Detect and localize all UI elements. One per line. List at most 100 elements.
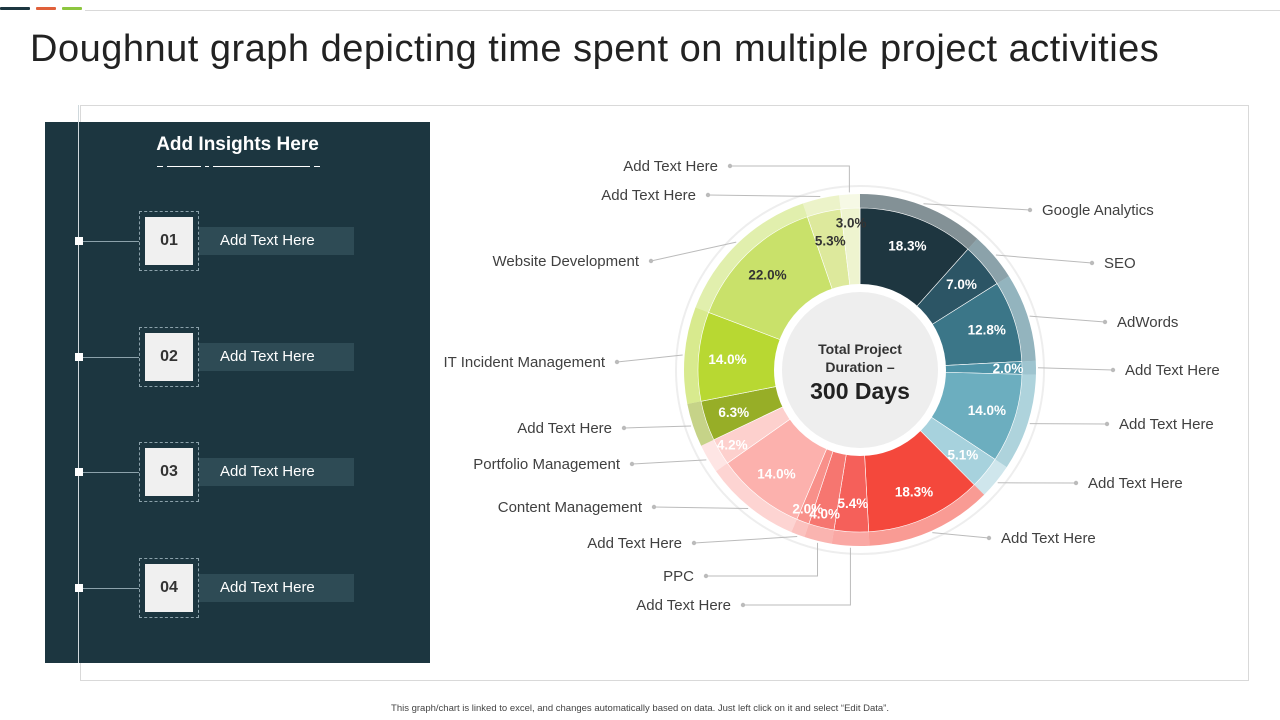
insight-number: 01 [145,217,193,265]
slice-value-label: 6.3% [718,405,749,420]
slice-category-label: Add Text Here [1119,416,1214,433]
insight-number: 02 [145,333,193,381]
slice-rim [802,195,841,217]
leader-dot [740,602,746,608]
slice-value-label: 14.0% [757,466,795,481]
leader-line [932,532,990,539]
slice-value-label: 4.2% [717,438,748,453]
insight-item-text[interactable]: Add Text Here [199,343,354,371]
accent-dark [0,7,30,10]
slice-value-label: 14.0% [708,352,746,367]
center-label-line2: Duration – [825,359,894,375]
leader-dot [705,192,711,198]
slice-value-label: 2.0% [993,361,1024,376]
leader-dot [648,258,654,264]
insight-number-box: 02 [139,327,199,387]
insight-item-text[interactable]: Add Text Here [199,574,354,602]
slice-rim [831,529,870,546]
leader-dot [629,461,635,467]
leader-dot [1027,207,1033,213]
leader-dot [703,573,709,579]
slice-value-label: 2.0% [792,501,823,516]
leader-dot [1089,260,1095,266]
leader-line [693,536,798,544]
leader-dot [1102,319,1108,325]
leader-line [631,459,707,465]
slice-value-label: 22.0% [748,267,786,282]
accent-orange [36,7,56,10]
top-rule [85,10,1280,11]
timeline-connector [83,357,139,358]
slice-category-label: SEO [1104,255,1136,272]
slice-category-label: Add Text Here [587,535,682,552]
leader-dot [1110,367,1116,373]
slice-value-label: 18.3% [895,485,933,500]
insight-item-text[interactable]: Add Text Here [199,458,354,486]
slice-category-label: PPC [663,568,694,585]
slice-category-label: IT Incident Management [444,354,606,371]
leader-line [1037,367,1114,371]
timeline-line [78,105,79,663]
slice-category-label: Add Text Here [601,187,696,204]
insights-heading: Add Insights Here [156,134,319,155]
slice-category-label: Add Text Here [1125,362,1220,379]
page-title: Doughnut graph depicting time spent on m… [30,28,1160,70]
slice-category-label: Add Text Here [1001,530,1096,547]
slice-rim [967,238,1009,284]
timeline-node [75,468,83,476]
leader-line [923,203,1031,211]
timeline-connector [83,472,139,473]
timeline-node [75,584,83,592]
slice-rim [868,484,985,546]
slice-value-label: 5.1% [947,447,978,462]
slice-value-label: 12.8% [968,323,1006,338]
donut-halo [675,185,1045,555]
leader-dot [1073,480,1079,486]
leader-line [706,542,819,577]
slice-rim [997,276,1036,362]
leader-line [730,165,850,193]
center-value: 300 Days [810,378,910,404]
slice-value-label: 5.4% [837,496,868,511]
timeline-connector [83,241,139,242]
top-accent-bar [0,0,100,12]
slice-value-label: 18.3% [888,239,926,254]
slice-value-label: 5.3% [815,233,846,248]
leader-line [995,254,1093,264]
leader-dot [691,540,697,546]
insight-number-box: 03 [139,442,199,502]
slice-category-label: Add Text Here [636,597,731,614]
slice-value-label: 3.0% [836,215,867,230]
insight-number: 04 [145,564,193,612]
slice-value-label: 4.0% [809,507,840,522]
leader-dot [986,535,992,541]
center-label-line1: Total Project [818,341,902,357]
leader-line [650,241,737,262]
footnote: This graph/chart is linked to excel, and… [391,703,889,714]
slice-value-label: 7.0% [946,277,977,292]
slice-category-label: Content Management [498,499,643,516]
leader-line [743,547,851,606]
slice-rim [860,194,978,250]
slice-rim [687,401,714,446]
leader-dot [621,425,627,431]
leader-line [623,425,692,429]
leader-line [653,506,749,509]
leader-dot [614,359,620,365]
timeline-node [75,237,83,245]
slice-rim [716,463,797,533]
slice-category-label: Add Text Here [517,420,612,437]
slice-rim [995,374,1036,468]
accent-green [62,7,82,10]
insight-number-box: 04 [139,558,199,618]
leader-dot [651,504,657,510]
slice-rim [1021,360,1036,375]
leader-dot [727,163,733,169]
timeline-node [75,353,83,361]
insight-item-text[interactable]: Add Text Here [199,227,354,255]
insight-number: 03 [145,448,193,496]
insights-panel: Add Insights Here [45,122,430,663]
leader-line [1029,315,1106,323]
slice-category-label: AdWords [1117,314,1178,331]
